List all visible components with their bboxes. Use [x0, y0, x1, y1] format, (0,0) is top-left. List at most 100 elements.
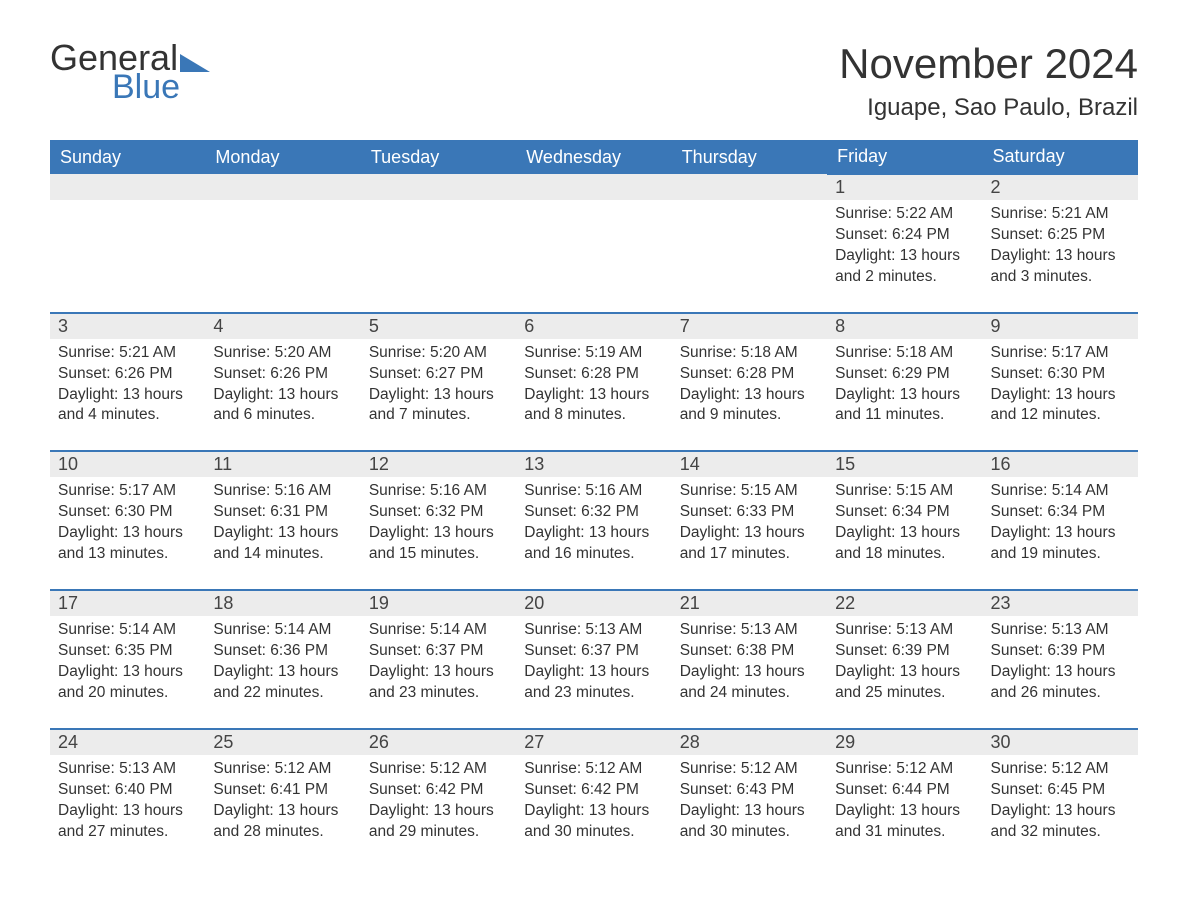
sunset-line: Sunset: 6:42 PM [369, 781, 484, 798]
sunset-line: Sunset: 6:28 PM [680, 365, 795, 382]
day-details: Sunrise: 5:20 AMSunset: 6:26 PMDaylight:… [205, 339, 360, 451]
calendar-day-cell: 16Sunrise: 5:14 AMSunset: 6:34 PMDayligh… [983, 451, 1138, 590]
sunrise-line: Sunrise: 5:12 AM [524, 760, 642, 777]
daylight-line: Daylight: 13 hours and 29 minutes. [369, 802, 494, 840]
sunrise-line: Sunrise: 5:14 AM [213, 621, 331, 638]
day-number [672, 174, 827, 200]
daylight-line: Daylight: 13 hours and 25 minutes. [835, 663, 960, 701]
day-details: Sunrise: 5:15 AMSunset: 6:33 PMDaylight:… [672, 477, 827, 589]
day-details: Sunrise: 5:21 AMSunset: 6:26 PMDaylight:… [50, 339, 205, 451]
daylight-line: Daylight: 13 hours and 4 minutes. [58, 386, 183, 424]
sunset-line: Sunset: 6:30 PM [58, 503, 173, 520]
sunset-line: Sunset: 6:27 PM [369, 365, 484, 382]
weekday-header: Sunday [50, 140, 205, 174]
daylight-line: Daylight: 13 hours and 30 minutes. [680, 802, 805, 840]
calendar-day-cell: 29Sunrise: 5:12 AMSunset: 6:44 PMDayligh… [827, 729, 982, 867]
sunrise-line: Sunrise: 5:21 AM [991, 205, 1109, 222]
day-details: Sunrise: 5:12 AMSunset: 6:41 PMDaylight:… [205, 755, 360, 867]
sunrise-line: Sunrise: 5:20 AM [213, 344, 331, 361]
sunrise-line: Sunrise: 5:17 AM [991, 344, 1109, 361]
sunrise-line: Sunrise: 5:22 AM [835, 205, 953, 222]
sunset-line: Sunset: 6:33 PM [680, 503, 795, 520]
calendar-day-cell: 1Sunrise: 5:22 AMSunset: 6:24 PMDaylight… [827, 174, 982, 313]
brand-word2: Blue [112, 70, 210, 104]
daylight-line: Daylight: 13 hours and 17 minutes. [680, 524, 805, 562]
day-details: Sunrise: 5:13 AM Sunset: 6:38 PM Daylight:… [672, 616, 827, 728]
daylight-line: Daylight: 13 hours and 31 minutes. [835, 802, 960, 840]
day-number [50, 174, 205, 200]
calendar-day-cell: 6Sunrise: 5:19 AMSunset: 6:28 PMDaylight… [516, 313, 671, 452]
sunrise-line: Sunrise: 5:21 AM [58, 344, 176, 361]
day-number: 21 [672, 591, 827, 616]
daylight-line: Daylight: 13 hours and 32 minutes. [991, 802, 1116, 840]
day-number: 7 [672, 314, 827, 339]
sunset-line: Sunset: 6:25 PM [991, 226, 1106, 243]
day-details [361, 200, 516, 290]
sunset-line: Sunset: 6:39 PM [991, 642, 1106, 659]
sunrise-line: Sunrise: 5:12 AM [213, 760, 331, 777]
sunset-line: Sunset: 6:32 PM [524, 503, 639, 520]
day-details: Sunrise: 5:12 AMSunset: 6:42 PMDaylight:… [516, 755, 671, 867]
calendar-day-cell: 23Sunrise: 5:13 AMSunset: 6:39 PMDayligh… [983, 590, 1138, 729]
day-number: 15 [827, 452, 982, 477]
day-number: 2 [983, 175, 1138, 200]
calendar-day-cell: 7Sunrise: 5:18 AMSunset: 6:28 PMDaylight… [672, 313, 827, 452]
weekday-header: Monday [205, 140, 360, 174]
day-number: 23 [983, 591, 1138, 616]
weekday-header: Saturday [983, 140, 1138, 174]
day-details: Sunrise: 5:17 AMSunset: 6:30 PMDaylight:… [50, 477, 205, 589]
sunrise-line: Sunrise: 5:14 AM [58, 621, 176, 638]
daylight-line: Daylight: 13 hours and 18 minutes. [835, 524, 960, 562]
weekday-header: Wednesday [516, 140, 671, 174]
daylight-line: Daylight: 13 hours and 14 minutes. [213, 524, 338, 562]
day-details: Sunrise: 5:14 AMSunset: 6:35 PMDaylight:… [50, 616, 205, 728]
day-details: Sunrise: 5:13 AMSunset: 6:37 PMDaylight:… [516, 616, 671, 728]
sunrise-line: Sunrise: 5:16 AM [369, 482, 487, 499]
sunset-line: Sunset: 6:32 PM [369, 503, 484, 520]
sunset-line: Sunset: 6:37 PM [524, 642, 639, 659]
day-number: 1 [827, 175, 982, 200]
daylight-line: Daylight: 13 hours and 16 minutes. [524, 524, 649, 562]
day-details [516, 200, 671, 290]
day-details: Sunrise: 5:17 AMSunset: 6:30 PMDaylight:… [983, 339, 1138, 451]
calendar-day-cell: 24Sunrise: 5:13 AMSunset: 6:40 PMDayligh… [50, 729, 205, 867]
sunrise-line: Sunrise: 5:17 AM [58, 482, 176, 499]
calendar-day-cell: 26Sunrise: 5:12 AMSunset: 6:42 PMDayligh… [361, 729, 516, 867]
sunset-line: Sunset: 6:30 PM [991, 365, 1106, 382]
day-number: 28 [672, 730, 827, 755]
sunset-line: Sunset: 6:44 PM [835, 781, 950, 798]
sunrise-line: Sunrise: 5:13 AM [680, 621, 798, 638]
daylight-line: Daylight: 13 hours and 8 minutes. [524, 386, 649, 424]
sunrise-line: Sunrise: 5:14 AM [369, 621, 487, 638]
day-details [205, 200, 360, 290]
sunset-line: Sunset: 6:34 PM [991, 503, 1106, 520]
sunset-line: Sunset: 6:40 PM [58, 781, 173, 798]
calendar-day-cell: 18Sunrise: 5:14 AMSunset: 6:36 PMDayligh… [205, 590, 360, 729]
day-number: 30 [983, 730, 1138, 755]
sunrise-line: Sunrise: 5:12 AM [680, 760, 798, 777]
day-number [205, 174, 360, 200]
calendar-body: 1Sunrise: 5:22 AMSunset: 6:24 PMDaylight… [50, 174, 1138, 866]
calendar-empty-cell [672, 174, 827, 313]
daylight-line: Daylight: 13 hours and 28 minutes. [213, 802, 338, 840]
daylight-line: Daylight: 13 hours and 20 minutes. [58, 663, 183, 701]
calendar-day-cell: 14Sunrise: 5:15 AMSunset: 6:33 PMDayligh… [672, 451, 827, 590]
day-details: Sunrise: 5:18 AMSunset: 6:28 PMDaylight:… [672, 339, 827, 451]
calendar-empty-cell [205, 174, 360, 313]
day-details: Sunrise: 5:13 AMSunset: 6:40 PMDaylight:… [50, 755, 205, 867]
sunset-line: Sunset: 6:37 PM [369, 642, 484, 659]
day-details: Sunrise: 5:22 AMSunset: 6:24 PMDaylight:… [827, 200, 982, 312]
day-number: 18 [205, 591, 360, 616]
calendar-day-cell: 9Sunrise: 5:17 AMSunset: 6:30 PMDaylight… [983, 313, 1138, 452]
day-details: Sunrise: 5:12 AMSunset: 6:42 PMDaylight:… [361, 755, 516, 867]
calendar-day-cell: 11Sunrise: 5:16 AMSunset: 6:31 PMDayligh… [205, 451, 360, 590]
daylight-line: Daylight: 13 hours and 24 minutes. [680, 663, 805, 701]
location-subtitle: Iguape, Sao Paulo, Brazil [839, 94, 1138, 122]
calendar-day-cell: 19Sunrise: 5:14 AMSunset: 6:37 PMDayligh… [361, 590, 516, 729]
sunrise-line: Sunrise: 5:20 AM [369, 344, 487, 361]
sunset-line: Sunset: 6:38 PM [680, 642, 795, 659]
calendar-week-row: 1Sunrise: 5:22 AMSunset: 6:24 PMDaylight… [50, 174, 1138, 313]
day-number: 3 [50, 314, 205, 339]
calendar-day-cell: 17Sunrise: 5:14 AMSunset: 6:35 PMDayligh… [50, 590, 205, 729]
day-number [516, 174, 671, 200]
